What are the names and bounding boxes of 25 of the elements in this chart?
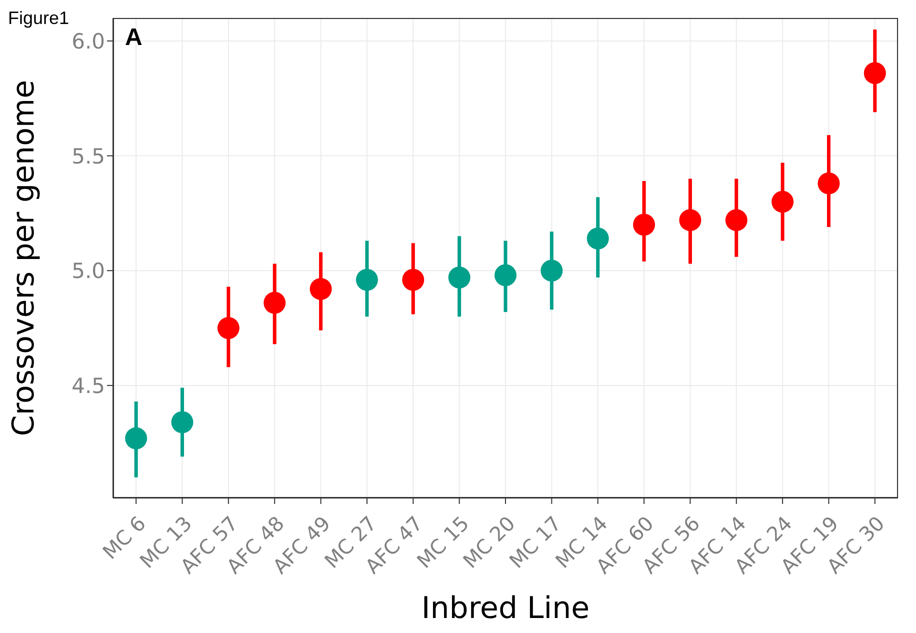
point	[264, 292, 286, 314]
point	[356, 268, 378, 291]
point	[818, 172, 840, 194]
point	[494, 264, 516, 286]
point	[125, 427, 148, 450]
point	[540, 260, 563, 282]
point	[864, 62, 886, 84]
point	[217, 317, 240, 340]
point	[679, 209, 702, 232]
annotation: A	[125, 24, 142, 52]
point	[772, 190, 794, 213]
point	[402, 268, 424, 291]
y-tick-label: 5.0	[72, 259, 105, 284]
point	[171, 411, 194, 434]
caption: Figure1	[8, 8, 70, 29]
y-axis-title: Crossovers per genome	[6, 80, 42, 436]
y-tick-label: 6.0	[72, 29, 105, 54]
point	[586, 227, 609, 250]
y-tick-label: 4.5	[72, 374, 105, 398]
point	[725, 209, 748, 232]
point	[633, 214, 656, 236]
y-tick-label: 5.5	[72, 144, 105, 168]
point	[310, 278, 332, 300]
point	[448, 266, 470, 289]
x-axis-title: Inbred Line	[421, 591, 590, 626]
